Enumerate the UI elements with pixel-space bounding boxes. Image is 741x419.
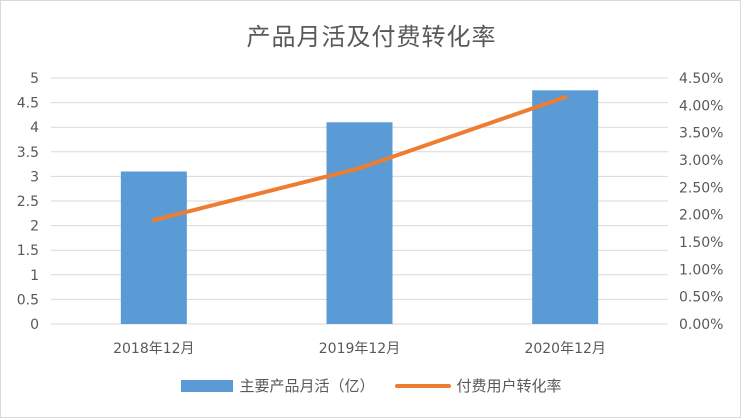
y-left-tick-label: 2.5 bbox=[17, 194, 39, 210]
y-left-tick-label: 2 bbox=[30, 219, 39, 235]
y-left-tick-label: 5 bbox=[30, 71, 39, 87]
y-left-tick-label: 1.5 bbox=[17, 243, 39, 259]
legend-swatch-line bbox=[394, 383, 451, 388]
y-left-tick-label: 1 bbox=[30, 268, 39, 284]
y-right-tick-label: 3.00% bbox=[679, 153, 723, 169]
chart-title: 产品月活及付费转化率 bbox=[246, 23, 497, 51]
line-point bbox=[563, 95, 568, 100]
y-right-tick-label: 1.50% bbox=[679, 235, 723, 251]
legend-label-monthly-active: 主要产品月活（亿） bbox=[239, 377, 375, 395]
x-category-label: 2020年12月 bbox=[524, 341, 605, 357]
y-left-tick-label: 3 bbox=[30, 169, 39, 185]
y-right-tick-label: 4.50% bbox=[679, 71, 723, 87]
line-point bbox=[151, 218, 156, 223]
y-right-tick-label: 0.00% bbox=[679, 317, 723, 333]
bar[interactable] bbox=[120, 171, 187, 324]
y-right-tick-label: 1.00% bbox=[679, 262, 723, 278]
legend-item-conversion-rate[interactable]: 付费用户转化率 bbox=[394, 375, 562, 396]
line-point bbox=[357, 166, 362, 171]
y-left-tick-label: 4 bbox=[30, 120, 39, 136]
x-category-label: 2018年12月 bbox=[113, 341, 194, 357]
legend: 主要产品月活（亿） 付费用户转化率 bbox=[1, 375, 741, 396]
legend-label-conversion-rate: 付费用户转化率 bbox=[456, 377, 562, 395]
x-category-label: 2019年12月 bbox=[319, 341, 400, 357]
y-right-tick-label: 2.50% bbox=[679, 180, 723, 196]
y-left-tick-label: 4.5 bbox=[17, 96, 39, 112]
y-right-tick-label: 3.50% bbox=[679, 126, 723, 142]
y-right-tick-label: 0.50% bbox=[679, 290, 723, 306]
legend-swatch-bar bbox=[181, 379, 234, 392]
y-left-tick-label: 0.5 bbox=[17, 292, 39, 308]
bar[interactable] bbox=[532, 90, 599, 324]
y-left-tick-label: 0 bbox=[30, 317, 39, 333]
y-left-tick-label: 3.5 bbox=[17, 145, 39, 161]
bar[interactable] bbox=[326, 122, 393, 324]
y-right-tick-label: 2.00% bbox=[679, 208, 723, 224]
y-right-tick-label: 4.00% bbox=[679, 98, 723, 114]
legend-item-monthly-active[interactable]: 主要产品月活（亿） bbox=[181, 375, 375, 396]
